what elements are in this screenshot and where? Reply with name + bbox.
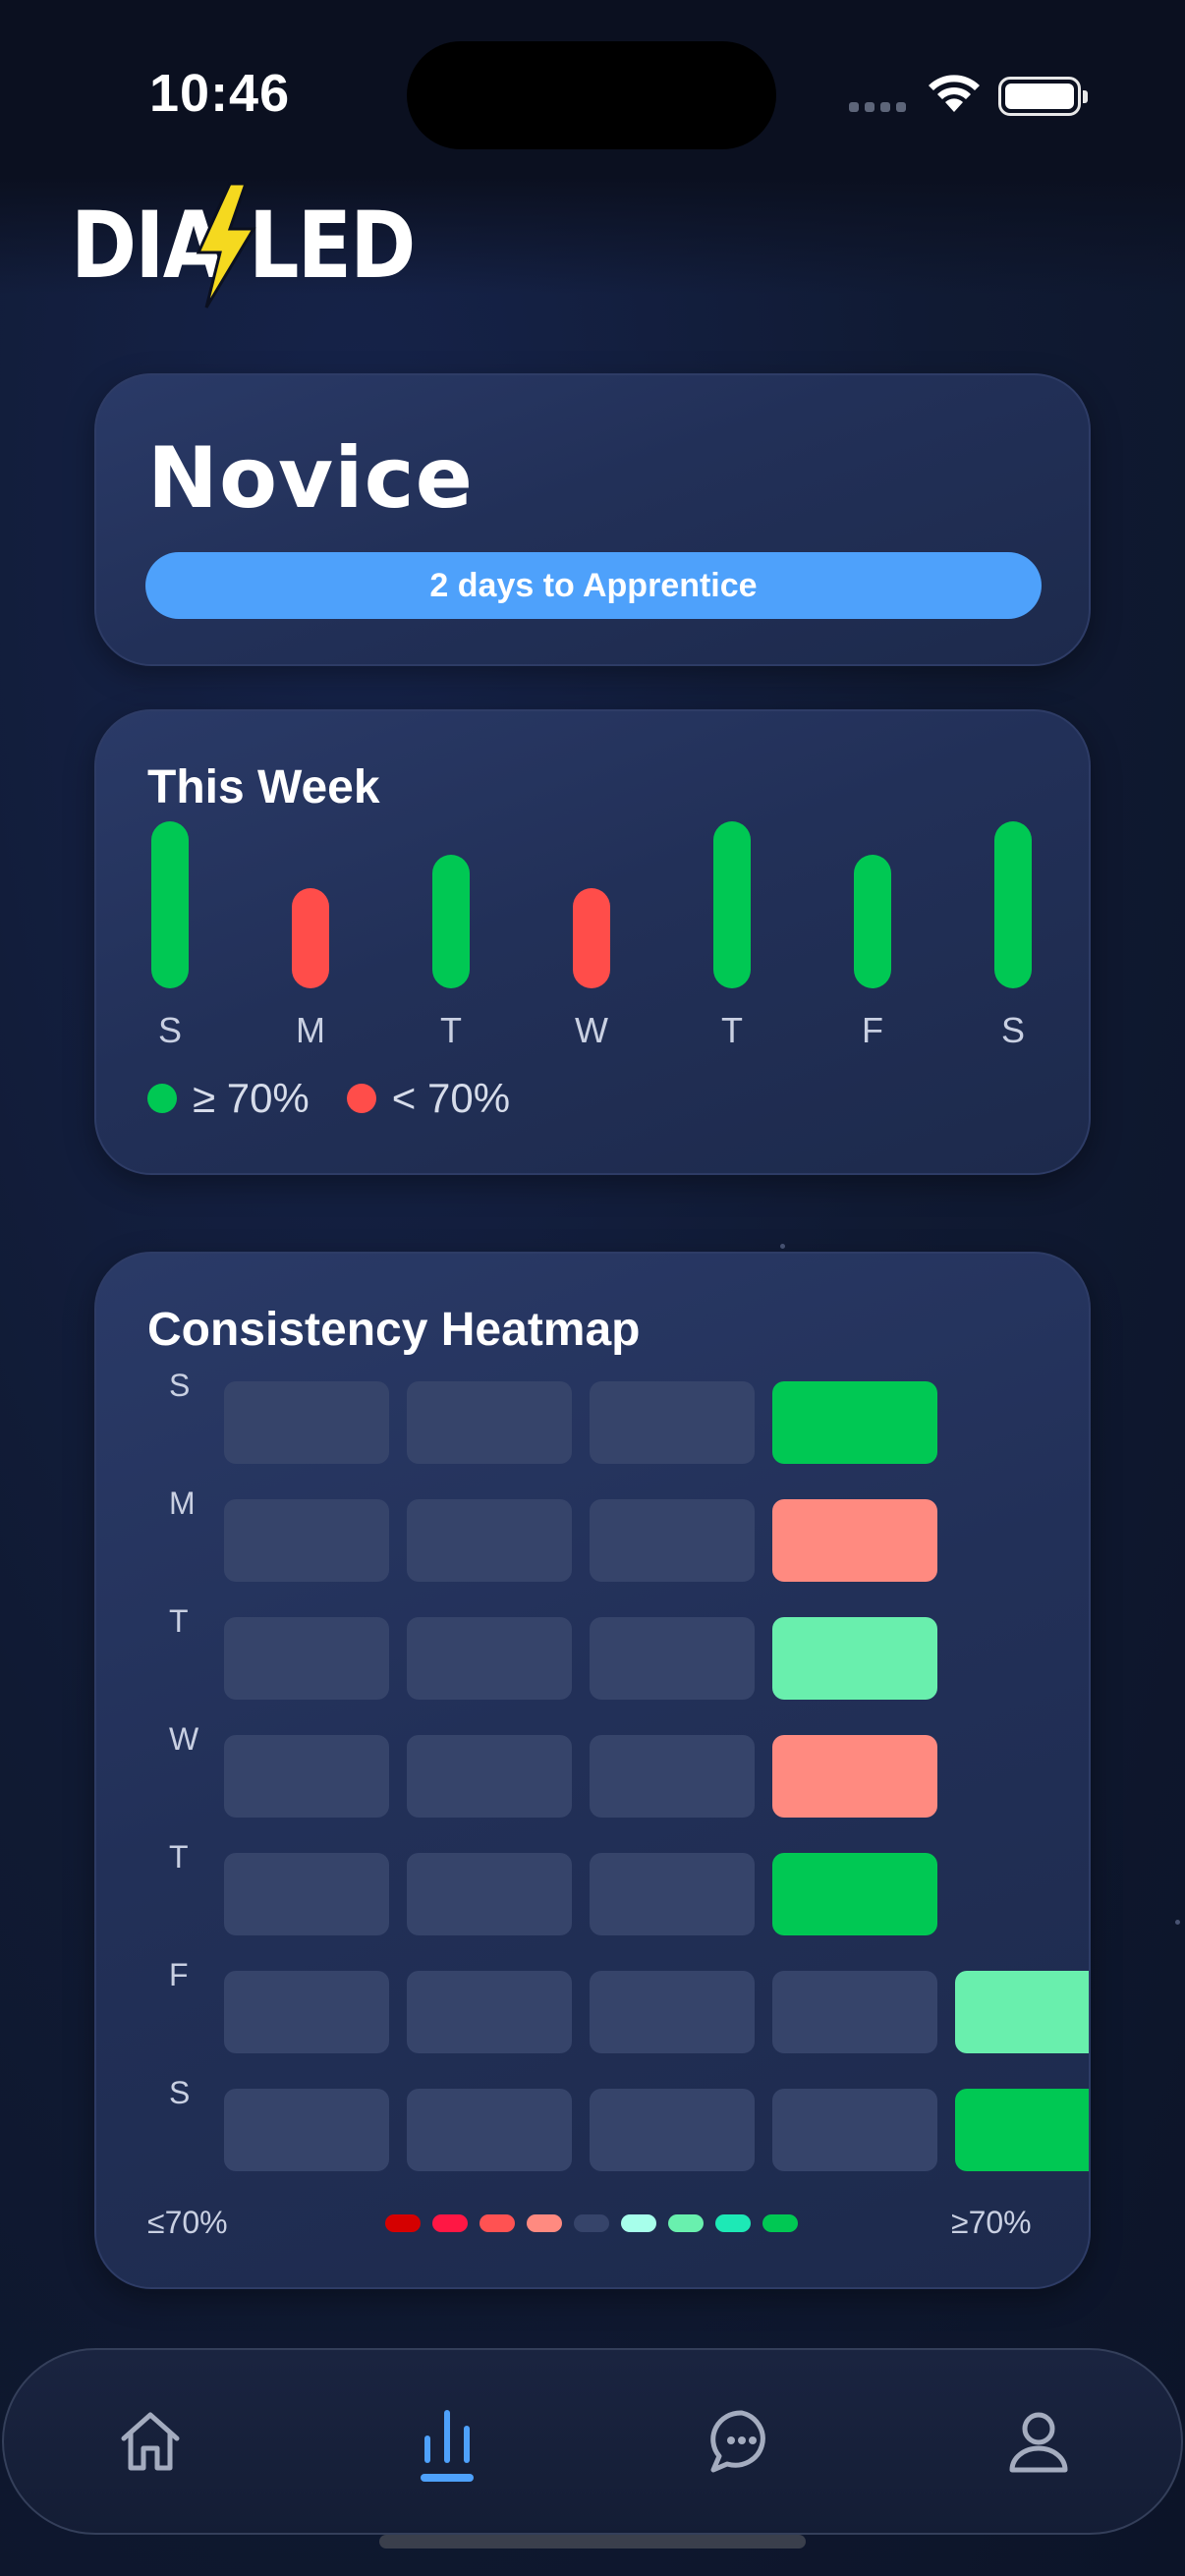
- cellular-signal-icon: [849, 102, 906, 112]
- week-bar: [713, 821, 751, 988]
- legend-swatch-low: [346, 1084, 376, 1113]
- legend-label-low: < 70%: [391, 1075, 511, 1121]
- heatmap-cell: [224, 1971, 389, 2053]
- heatmap-cell: [590, 1499, 755, 1582]
- heatmap-cell: [590, 1381, 755, 1464]
- lightning-bolt-icon: [196, 182, 256, 308]
- tab-stats[interactable]: [403, 2397, 491, 2486]
- heatmap-cell: [955, 2089, 1089, 2171]
- heatmap-cell: [772, 1617, 937, 1700]
- level-progress-bar[interactable]: 2 days to Apprentice: [145, 552, 1042, 619]
- legend-label-high: ≥ 70%: [193, 1075, 310, 1121]
- week-day-label: M: [296, 1010, 325, 1050]
- heatmap-day-label: T: [169, 1603, 189, 1639]
- this-week-card: This Week S M T W T F S ≥ 70% < 70%: [94, 709, 1091, 1175]
- heatmap-cell: [772, 1735, 937, 1818]
- week-bar: [432, 855, 470, 988]
- heatmap-day-label: F: [169, 1957, 189, 1992]
- particle: [780, 1244, 785, 1249]
- heatmap-scale-swatch: [762, 2214, 798, 2232]
- legend-swatch-high: [147, 1084, 177, 1113]
- heatmap-title: Consistency Heatmap: [147, 1304, 641, 1356]
- heatmap-cell: [407, 1971, 572, 2053]
- heatmap-cell: [224, 2089, 389, 2171]
- heatmap-scale-swatch: [621, 2214, 656, 2232]
- heatmap-scale-max-label: ≥70%: [951, 2205, 1032, 2240]
- heatmap-scale-swatch: [715, 2214, 751, 2232]
- heatmap-cell: [224, 1499, 389, 1582]
- week-day-label: T: [721, 1010, 743, 1050]
- week-bar: [573, 888, 610, 988]
- wifi-icon: [929, 75, 980, 112]
- heatmap-cell: [407, 2089, 572, 2171]
- week-legend: ≥ 70% < 70%: [147, 1075, 547, 1122]
- heatmap-cell: [407, 1735, 572, 1818]
- heatmap-cell: [590, 1971, 755, 2053]
- level-title: Novice: [147, 429, 474, 528]
- dynamic-island: [407, 41, 776, 149]
- home-indicator: [379, 2535, 806, 2548]
- heatmap-cell: [224, 1381, 389, 1464]
- week-bar: [994, 821, 1032, 988]
- heatmap-cell: [407, 1853, 572, 1935]
- heatmap-cell: [407, 1617, 572, 1700]
- week-day-label: F: [862, 1010, 883, 1050]
- heatmap-scale: [385, 2214, 798, 2232]
- home-icon: [121, 2412, 180, 2471]
- heatmap-cell: [772, 2089, 937, 2171]
- heatmap-scale-swatch: [668, 2214, 704, 2232]
- app-logo: DIA LED: [71, 182, 471, 309]
- this-week-title: This Week: [147, 761, 380, 813]
- bar-chart-icon: [421, 2410, 474, 2482]
- heatmap-scale-swatch: [480, 2214, 515, 2232]
- tab-bar: [2, 2348, 1183, 2535]
- heatmap-scale-swatch: [574, 2214, 609, 2232]
- week-day-label: T: [440, 1010, 462, 1050]
- heatmap-cell: [590, 2089, 755, 2171]
- level-card[interactable]: Novice 2 days to Apprentice: [94, 373, 1091, 666]
- legend-item-high: ≥ 70%: [147, 1075, 310, 1122]
- heatmap-scale-swatch: [385, 2214, 421, 2232]
- week-bar: [151, 821, 189, 988]
- heatmap-scale-swatch: [432, 2214, 468, 2232]
- consistency-heatmap-card: Consistency Heatmap ≤70% ≥70% S M T W T F S: [94, 1252, 1091, 2289]
- week-bar: [854, 855, 891, 988]
- heatmap-cell: [224, 1853, 389, 1935]
- person-icon: [1009, 2412, 1068, 2473]
- heatmap-day-label: W: [169, 1721, 199, 1757]
- heatmap-day-label: S: [169, 2075, 191, 2110]
- heatmap-scale-swatch: [527, 2214, 562, 2232]
- heatmap-scale-min-label: ≤70%: [147, 2205, 228, 2240]
- legend-item-low: < 70%: [346, 1075, 511, 1122]
- week-day-label: S: [157, 1010, 182, 1050]
- heatmap-cell: [590, 1617, 755, 1700]
- week-bar: [292, 888, 329, 988]
- heatmap-cell: [772, 1499, 937, 1582]
- heatmap-cell: [224, 1617, 389, 1700]
- heatmap-cell: [772, 1381, 937, 1464]
- heatmap-cell: [224, 1735, 389, 1818]
- tab-profile[interactable]: [994, 2397, 1083, 2486]
- particle: [1175, 1920, 1180, 1925]
- heatmap-cell: [407, 1381, 572, 1464]
- status-time: 10:46: [149, 64, 291, 123]
- heatmap-cell: [407, 1499, 572, 1582]
- heatmap-day-label: M: [169, 1485, 196, 1521]
- heatmap-cell: [590, 1735, 755, 1818]
- heatmap-cell: [955, 1971, 1089, 2053]
- battery-icon: [998, 77, 1088, 116]
- heatmap-cell: [590, 1853, 755, 1935]
- week-day-label: W: [575, 1010, 608, 1050]
- heatmap-day-label: T: [169, 1839, 189, 1875]
- week-day-label: S: [1000, 1010, 1025, 1050]
- chat-bubble-icon: [710, 2410, 765, 2473]
- heatmap-day-label: S: [169, 1368, 191, 1403]
- heatmap-cell: [772, 1853, 937, 1935]
- tab-home[interactable]: [106, 2397, 195, 2486]
- heatmap-cell: [772, 1971, 937, 2053]
- tab-chat[interactable]: [698, 2397, 786, 2486]
